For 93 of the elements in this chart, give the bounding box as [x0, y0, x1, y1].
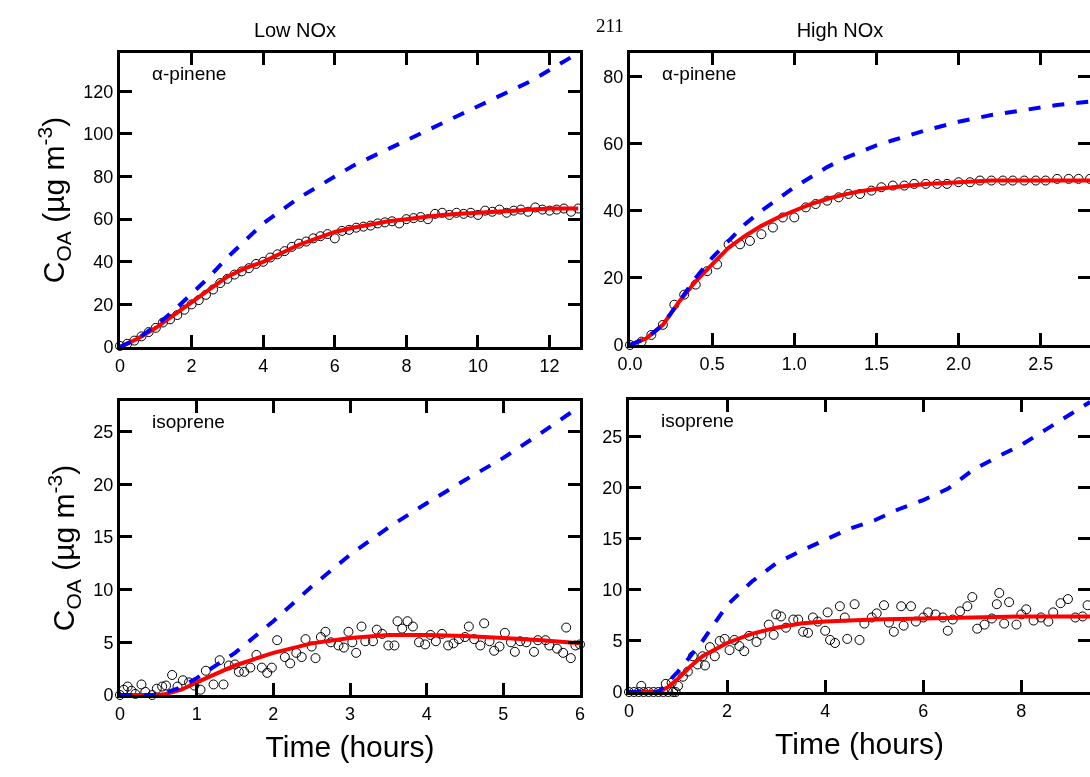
- x-tick-label: 5: [498, 703, 509, 724]
- x-tick-label: 2: [186, 355, 197, 376]
- annotation: α-pinene: [152, 63, 227, 84]
- y-tick-label: 10: [93, 579, 114, 600]
- point: [899, 180, 910, 191]
- point: [810, 199, 821, 210]
- point: [767, 222, 778, 233]
- y-tick-label: 40: [603, 201, 624, 222]
- x-tick-label: 0.0: [617, 353, 643, 374]
- x-tick-label: 8: [1016, 700, 1027, 721]
- x-tick-label: 2.5: [1028, 353, 1054, 374]
- point: [1052, 173, 1063, 184]
- x-tick-label: 4: [258, 355, 269, 376]
- y-tick-label: 20: [602, 478, 623, 499]
- y-tick-label: 25: [93, 421, 114, 442]
- x-tick-label: 2: [268, 703, 279, 724]
- point: [965, 177, 976, 188]
- x-tick-label: 10: [467, 355, 488, 376]
- x-tick-label: 1.0: [781, 353, 807, 374]
- x-tick-label: 0.5: [699, 353, 725, 374]
- x-tick-label: 1.5: [863, 353, 889, 374]
- y-tick-label: 0: [103, 685, 114, 706]
- y-tick-label: 0: [613, 335, 624, 356]
- point: [997, 175, 1008, 186]
- chart-title: High NOx: [796, 19, 884, 41]
- point: [744, 235, 755, 246]
- point: [646, 329, 657, 340]
- x-axis-title: Time (hours): [265, 730, 435, 764]
- annotation: isoprene: [661, 410, 734, 431]
- y-tick-label: 10: [602, 580, 623, 601]
- x-tick-label: 8: [401, 355, 412, 376]
- point: [909, 178, 920, 189]
- y-tick-label: 20: [93, 294, 114, 315]
- point: [876, 182, 887, 193]
- y-tick-label: 25: [602, 427, 623, 448]
- chart-title: Low NOx: [253, 19, 337, 41]
- y-tick-label: 100: [83, 124, 114, 145]
- annotation: α-pinene: [662, 63, 737, 84]
- point: [1063, 173, 1074, 184]
- point: [625, 340, 635, 350]
- y-tick-label: 20: [93, 474, 114, 495]
- y-tick-label: 80: [603, 66, 624, 87]
- point: [953, 177, 964, 188]
- x-tick-label: 6: [574, 703, 586, 724]
- y-tick-label: 0: [612, 682, 623, 703]
- y-tick-label: 40: [93, 252, 114, 273]
- y-tick-label: 20: [603, 268, 624, 289]
- point: [843, 188, 854, 199]
- annotation: isoprene: [152, 411, 225, 432]
- x-tick-label: 2.0: [946, 353, 972, 374]
- x-tick-label: 3: [344, 703, 356, 724]
- x-tick-label: 1: [191, 703, 202, 724]
- point: [822, 195, 833, 206]
- y-tick-label: 15: [602, 529, 623, 550]
- y-tick-label: 15: [93, 527, 114, 548]
- point: [833, 192, 844, 203]
- point: [920, 178, 931, 189]
- point: [669, 299, 680, 310]
- y-tick-label: 5: [612, 631, 623, 652]
- point: [1040, 175, 1051, 186]
- x-axis-title: Time (hours): [775, 727, 944, 761]
- point: [702, 266, 713, 277]
- point: [1030, 175, 1041, 186]
- point: [855, 188, 865, 199]
- point: [777, 212, 788, 223]
- x-tick-label: 4: [421, 703, 432, 724]
- x-tick-label: 12: [539, 355, 560, 376]
- point: [679, 289, 690, 300]
- point: [1073, 173, 1084, 184]
- x-tick-label: 4: [820, 700, 831, 721]
- point: [1019, 175, 1030, 186]
- y-tick-label: 80: [93, 166, 114, 187]
- x-tick-label: 6: [329, 355, 340, 376]
- point: [657, 319, 668, 330]
- point: [932, 178, 943, 189]
- point: [789, 212, 800, 223]
- point: [974, 175, 985, 186]
- y-tick-label: 0: [103, 337, 114, 358]
- point: [690, 279, 701, 290]
- y-tick-label: 60: [93, 209, 114, 230]
- point: [756, 229, 767, 240]
- point: [887, 180, 898, 191]
- point: [866, 185, 877, 196]
- y-tick-label: 5: [103, 632, 114, 653]
- point: [942, 178, 953, 189]
- point: [1007, 175, 1018, 186]
- x-tick-label: 6: [918, 700, 929, 721]
- point: [800, 202, 811, 213]
- y-tick-label: 120: [83, 81, 114, 102]
- text: 211: [596, 15, 624, 36]
- x-tick-label: 2: [722, 700, 733, 721]
- y-tick-label: 60: [603, 133, 624, 154]
- point: [986, 175, 997, 186]
